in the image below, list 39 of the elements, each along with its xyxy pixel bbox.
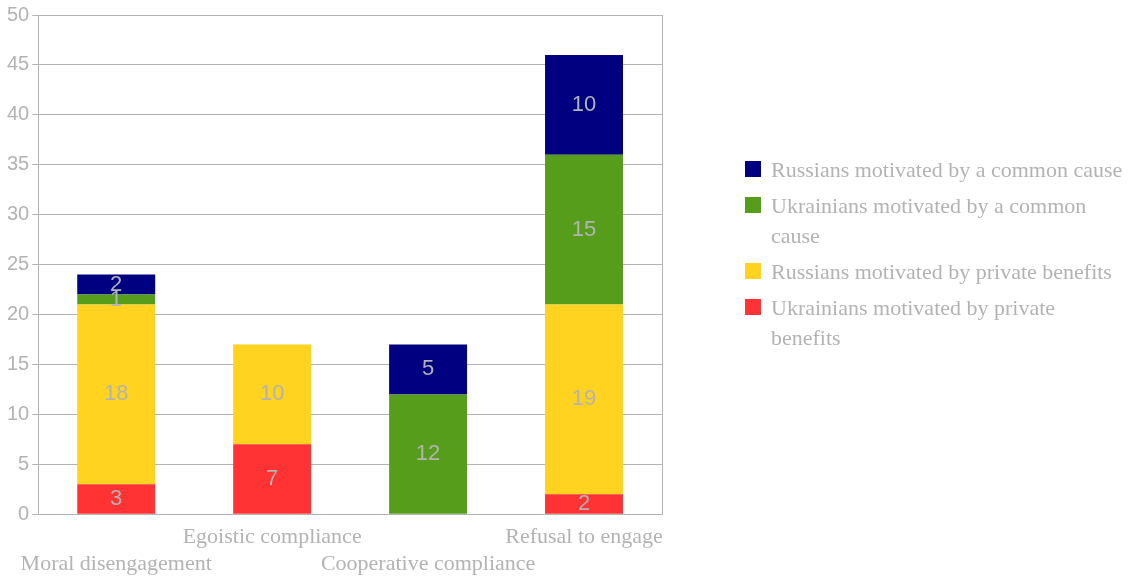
y-tick-label: 50 bbox=[7, 2, 30, 25]
data-label: 15 bbox=[571, 215, 597, 241]
y-tick-label: 40 bbox=[7, 102, 30, 125]
data-label: 5 bbox=[421, 355, 435, 381]
x-tick-label: Moral disengagement bbox=[20, 549, 212, 575]
x-tick-label: Cooperative compliance bbox=[320, 549, 536, 575]
legend-label: Russians motivated by private benefits bbox=[771, 258, 1112, 286]
y-tick-label: 35 bbox=[7, 152, 30, 175]
data-label: 18 bbox=[103, 380, 129, 406]
y-tick-label: 15 bbox=[7, 351, 30, 374]
bar bbox=[545, 54, 624, 155]
bar bbox=[77, 304, 156, 485]
data-label: 10 bbox=[259, 380, 285, 406]
bar bbox=[545, 304, 624, 495]
bar bbox=[389, 344, 468, 395]
legend-label: Ukrainians motivated by private benefits bbox=[771, 294, 1057, 352]
legend-label: Russians motivated by a common cause bbox=[771, 156, 1123, 184]
y-tick-label: 30 bbox=[7, 202, 30, 225]
bar bbox=[233, 344, 312, 445]
bar bbox=[233, 444, 312, 514]
data-label: 3 bbox=[110, 485, 123, 511]
y-tick-label: 45 bbox=[7, 52, 30, 75]
y-tick-label: 10 bbox=[7, 401, 30, 424]
legend-label: Ukrainians motivated by a common cause bbox=[771, 192, 1088, 250]
bar bbox=[389, 394, 468, 514]
data-label: 19 bbox=[571, 385, 597, 411]
data-label: 12 bbox=[415, 440, 441, 466]
y-tick-label: 20 bbox=[7, 302, 30, 325]
x-tick-label: Refusal to engage bbox=[505, 523, 663, 549]
data-label: 2 bbox=[577, 490, 591, 516]
bar bbox=[545, 154, 624, 305]
x-tick-label: Egoistic compliance bbox=[182, 523, 362, 549]
bar bbox=[545, 494, 624, 514]
y-tick-label: 0 bbox=[18, 501, 30, 524]
data-label: 7 bbox=[266, 465, 279, 491]
y-tick-label: 5 bbox=[18, 451, 30, 474]
data-label: 10 bbox=[571, 90, 597, 116]
y-tick-label: 25 bbox=[7, 252, 30, 275]
bar bbox=[77, 484, 156, 514]
